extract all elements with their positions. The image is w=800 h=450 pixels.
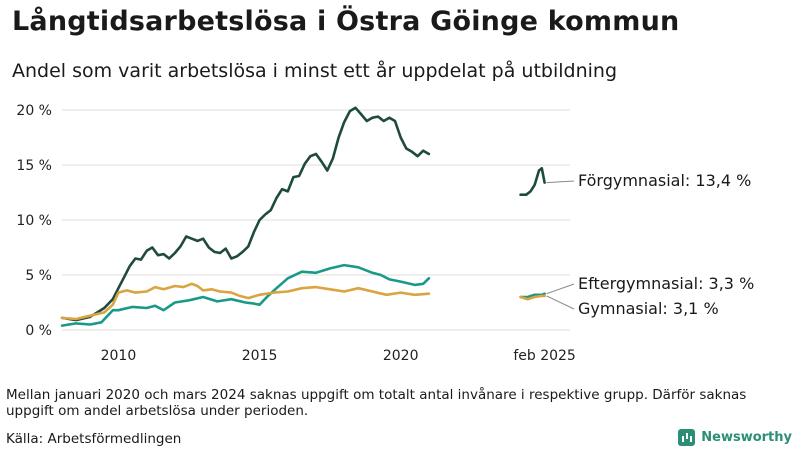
series-line-forgymnasial	[60, 106, 431, 322]
y-tick-label: 0 %	[25, 323, 52, 339]
y-tick-label: 10 %	[16, 213, 52, 229]
series-end-label-gymnasial: Gymnasial: 3,1 %	[578, 299, 719, 318]
y-tick-label: 15 %	[16, 158, 52, 174]
x-tick-label: 2020	[383, 348, 419, 364]
source-label: Källa: Arbetsförmedlingen	[6, 431, 182, 447]
series-line-forgymnasial	[519, 167, 546, 196]
chart-title: Långtidsarbetslösa i Östra Göinge kommun	[12, 6, 680, 37]
brand-logo: Newsworthy	[678, 429, 792, 446]
label-leader	[546, 283, 575, 295]
y-tick-label: 20 %	[16, 103, 52, 119]
x-tick-label: 2010	[101, 348, 137, 364]
line-chart: 0 % 5 % 10 % 15 % 20 % 2010 2015 2020 feb 2025 Fö…	[16, 103, 754, 364]
brand-name: Newsworthy	[701, 430, 792, 445]
series-line-eftergymnasial	[519, 292, 546, 299]
chart-subtitle: Andel som varit arbetslösa i minst ett å…	[12, 60, 618, 82]
bar-chart-icon	[678, 429, 696, 446]
series-line-gymnasial	[519, 294, 546, 301]
footnote: Mellan januari 2020 och mars 2024 saknas…	[6, 387, 747, 419]
label-leader	[546, 180, 575, 184]
series-line-eftergymnasial	[60, 263, 431, 327]
x-tick-label: feb 2025	[513, 348, 576, 364]
series-end-label-eftergymnasial: Eftergymnasial: 3,3 %	[578, 274, 754, 293]
x-tick-label: 2015	[242, 348, 278, 364]
label-leader	[546, 295, 575, 310]
y-tick-label: 5 %	[25, 268, 52, 284]
series-line-gymnasial	[60, 282, 431, 321]
series-end-label-forgymnasial: Förgymnasial: 13,4 %	[578, 171, 751, 190]
